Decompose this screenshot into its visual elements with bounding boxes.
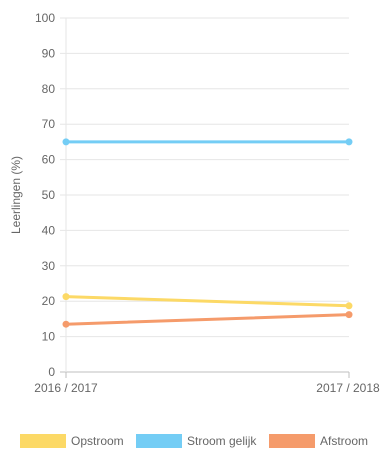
legend-item[interactable]: Afstroom xyxy=(269,434,368,448)
data-point[interactable] xyxy=(62,138,70,146)
legend-label: Opstroom xyxy=(71,434,124,448)
series-opstroom xyxy=(62,293,353,310)
legend-label: Stroom gelijk xyxy=(187,434,257,448)
data-point[interactable] xyxy=(62,320,70,328)
legend-swatch xyxy=(136,434,182,448)
y-axis-ticks: 0 10 20 30 40 50 60 70 80 90 100 xyxy=(35,11,55,379)
series-afstroom xyxy=(62,311,353,328)
y-tick-label: 20 xyxy=(42,294,56,308)
y-tick-label: 90 xyxy=(42,46,56,60)
x-tick-label: 2016 / 2017 xyxy=(34,381,98,395)
y-tick-label: 80 xyxy=(42,82,56,96)
data-point[interactable] xyxy=(345,302,353,310)
series-line xyxy=(64,295,351,308)
y-tick-label: 30 xyxy=(42,259,56,273)
legend-label: Afstroom xyxy=(320,434,368,448)
legend: Opstroom Stroom gelijk Afstroom xyxy=(20,434,368,448)
series-line xyxy=(64,313,351,326)
x-tick-label: 2017 / 2018 xyxy=(316,381,380,395)
series-stroom-gelijk xyxy=(62,138,353,146)
y-tick-label: 100 xyxy=(35,11,55,25)
x-axis-ticks: 2016 / 2017 2017 / 2018 xyxy=(34,372,380,395)
data-point[interactable] xyxy=(345,311,353,319)
legend-item[interactable]: Opstroom xyxy=(20,434,124,448)
legend-swatch xyxy=(20,434,66,448)
y-tick-label: 40 xyxy=(42,223,56,237)
legend-swatch xyxy=(269,434,315,448)
grid-lines xyxy=(60,17,349,373)
y-tick-label: 60 xyxy=(42,153,56,167)
y-axis-title: Leerlingen (%) xyxy=(9,156,23,234)
data-point[interactable] xyxy=(345,138,353,146)
y-tick-label: 70 xyxy=(42,117,56,131)
y-tick-label: 50 xyxy=(42,188,56,202)
series-layer xyxy=(62,138,353,328)
y-tick-label: 10 xyxy=(42,330,56,344)
legend-item[interactable]: Stroom gelijk xyxy=(136,434,257,448)
y-tick-label: 0 xyxy=(48,365,55,379)
data-point[interactable] xyxy=(62,293,70,301)
